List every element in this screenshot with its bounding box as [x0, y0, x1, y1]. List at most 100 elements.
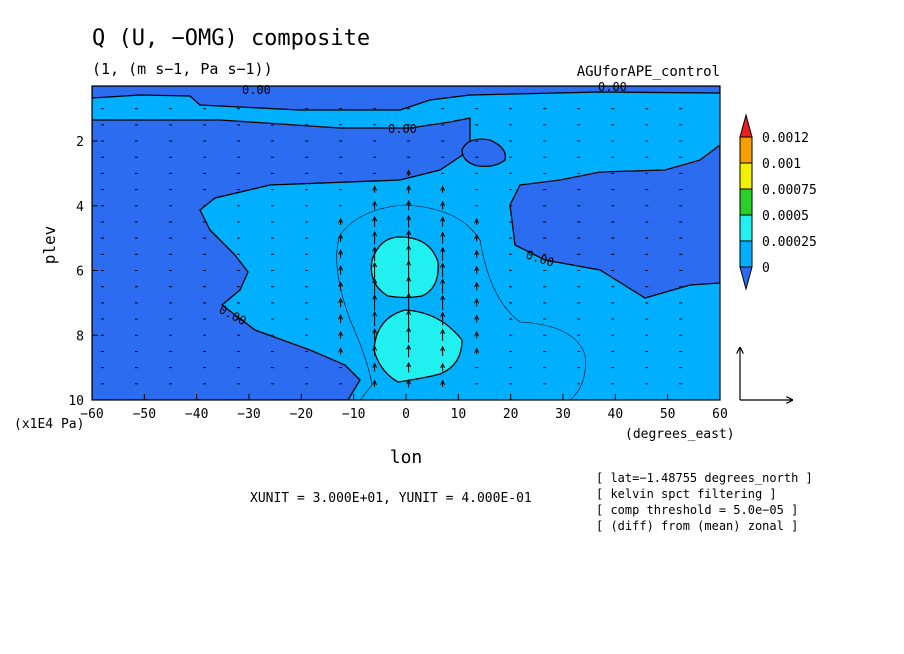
note-line: [ kelvin spct filtering ]	[596, 487, 777, 501]
contour-label: 0.00	[242, 83, 271, 97]
vector-arrow-head	[372, 185, 378, 191]
vector-arrow-head	[474, 298, 480, 304]
vector-arrow-head	[440, 246, 446, 253]
vector-arrow-head	[474, 233, 480, 240]
vector-arrow-head	[372, 215, 378, 222]
vector-arrow-head	[406, 361, 412, 368]
vector-arrow-head	[372, 328, 378, 334]
y-tick-label: 4	[76, 200, 84, 215]
colorbar-label: 0.001	[762, 157, 801, 172]
vector-arrow-head	[406, 379, 412, 385]
vector-arrow-head	[372, 345, 378, 351]
vector-arrow-head	[372, 277, 378, 284]
x-tick-label: 0	[402, 407, 410, 422]
y-tick-label: 2	[76, 135, 84, 150]
vector-arrow-head	[474, 265, 480, 272]
colorbar-segment	[739, 240, 753, 268]
colorbar-cap-bottom	[739, 266, 753, 291]
high-region-upper	[370, 236, 439, 299]
vector-arrow-head	[440, 311, 446, 317]
vector-arrow-head	[406, 244, 412, 251]
x-tick-label: −10	[342, 407, 365, 422]
vector-arrow-head	[440, 200, 446, 207]
vector-arrow-head	[406, 309, 412, 315]
vector-arrow-head	[372, 231, 378, 237]
x-tick-label: 10	[451, 407, 467, 422]
low-region-top-left	[92, 86, 720, 111]
colorbar-label: 0.00075	[762, 183, 817, 198]
wind-vectors	[100, 108, 683, 388]
x-tick-label: −40	[185, 407, 208, 422]
vector-arrow-head	[406, 229, 412, 236]
chart-subtitle: (1, (m s−1, Pa s−1))	[92, 60, 273, 78]
vector-arrow-head	[406, 214, 412, 221]
vector-arrow-head	[474, 218, 480, 224]
vector-arrow-head	[474, 249, 480, 256]
vector-arrow-head	[338, 217, 344, 224]
x-units: (degrees_east)	[625, 427, 735, 442]
chart-title: Q (U, −OMG) composite	[92, 26, 370, 51]
y-tick-label: 10	[68, 394, 84, 409]
vector-arrow-head	[372, 379, 378, 385]
y-tick-label: 8	[76, 329, 84, 344]
vector-arrow-head	[474, 314, 480, 320]
vector-arrow-head	[338, 265, 344, 271]
vector-arrow-head	[372, 294, 378, 300]
vector-arrow-head	[338, 314, 344, 320]
colorbar-label: 0.0012	[762, 131, 809, 146]
x-tick-label: 60	[712, 407, 728, 422]
x-tick-label: −60	[80, 407, 103, 422]
notes: [ lat=−1.48755 degrees_north ] [ kelvin …	[596, 471, 813, 533]
vector-arrow-head	[406, 199, 412, 206]
vector-arrow-head	[440, 362, 446, 369]
note-line: [ (diff) from (mean) zonal ]	[596, 519, 798, 533]
vector-arrow-head	[474, 331, 480, 337]
vector-arrow-head	[406, 326, 412, 333]
y-units: (x1E4 Pa)	[14, 417, 84, 432]
vector-arrow-head	[372, 311, 378, 317]
vector-arrow-head	[440, 345, 446, 352]
low-region-blob	[461, 138, 507, 168]
vector-arrow-head	[440, 231, 446, 237]
x-tick-label: −30	[237, 407, 260, 422]
y-tick-label: 6	[76, 265, 84, 280]
vector-arrow-head	[338, 330, 344, 337]
colorbar-segment	[739, 214, 753, 242]
x-tick-label: 30	[555, 407, 571, 422]
vector-arrow-head	[440, 379, 446, 386]
vector-arrow-head	[406, 184, 412, 191]
x-tick-label: 50	[660, 407, 676, 422]
note-line: [ comp threshold = 5.0e−05 ]	[596, 503, 798, 517]
vector-arrow-head	[338, 297, 344, 304]
x-axis-label: lon	[390, 447, 423, 468]
contour-field	[92, 86, 720, 400]
vector-arrow-head	[372, 246, 378, 252]
vector-arrow-head	[372, 362, 378, 368]
vector-arrow-head	[406, 260, 412, 266]
colorbar-segment	[739, 162, 753, 190]
x-axis-ticks: −60 −50 −40 −30 −20 −10 0 10 20 30 40 50 60	[80, 394, 728, 422]
vector-key	[740, 348, 792, 400]
x-tick-label: 40	[608, 407, 624, 422]
vector-arrow-head	[372, 200, 378, 207]
colorbar-label: 0.0005	[762, 209, 809, 224]
vector-arrow-head	[338, 347, 344, 353]
vector-arrow-head	[338, 233, 344, 239]
colorbar: 0.0012 0.001 0.00075 0.0005 0.00025 0	[739, 113, 817, 291]
y-axis-ticks: 2 4 6 8 10	[68, 135, 98, 409]
vector-arrow-head	[440, 185, 446, 191]
contour-label: 0.00	[388, 122, 417, 136]
vector-arrow-head	[440, 262, 446, 268]
vector-arrow-head	[474, 281, 480, 288]
contour-label: 0.00	[598, 80, 627, 94]
x-tick-label: 20	[503, 407, 519, 422]
colorbar-cap-top	[739, 113, 753, 138]
low-region-left	[92, 117, 471, 400]
vector-arrow-head	[440, 294, 446, 301]
vector-arrow-head	[406, 344, 412, 350]
vector-arrow-head	[406, 292, 412, 298]
colorbar-label: 0	[762, 261, 770, 276]
vector-units: XUNIT = 3.000E+01, YUNIT = 4.000E-01	[250, 491, 532, 506]
vector-arrow-head	[406, 169, 412, 175]
